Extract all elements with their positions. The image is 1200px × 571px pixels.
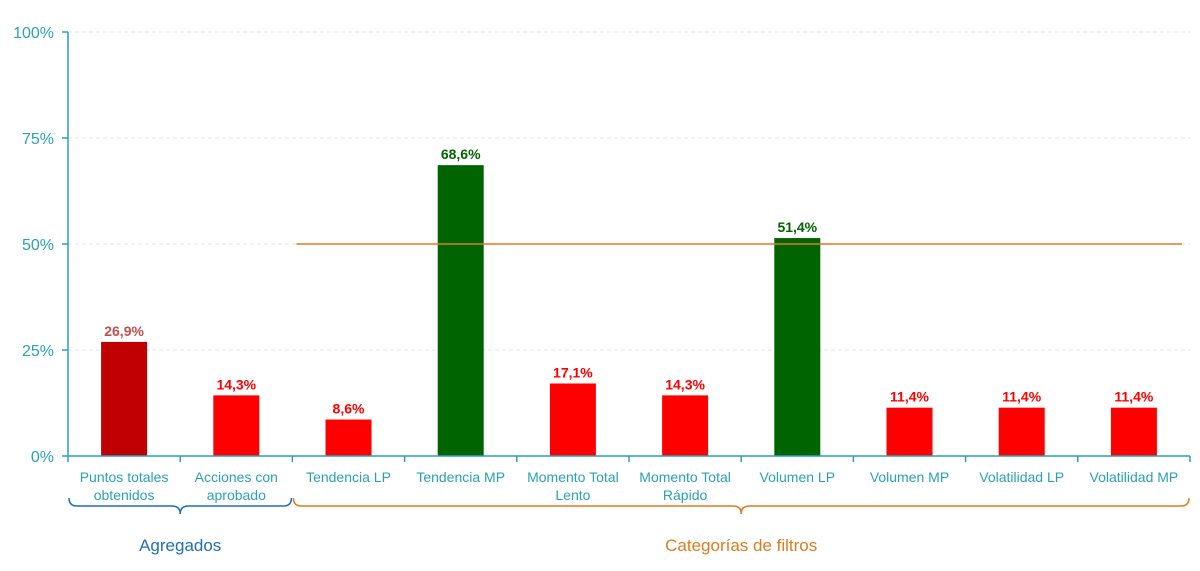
group-brace-1 [292, 497, 1190, 515]
category-label-line: Lento [555, 487, 590, 503]
y-tick-label: 75% [22, 131, 54, 148]
category-label-9: Volatilidad MP [1090, 469, 1179, 485]
category-label-line: Tendencia LP [306, 469, 391, 485]
value-label-7: 11,4% [890, 389, 929, 405]
category-label-1: Acciones con aprobado [195, 469, 278, 503]
category-label-0: Puntos totales obtenidos [80, 469, 169, 503]
group-label-0: Agregados [139, 536, 221, 555]
bar-9 [1110, 407, 1157, 456]
category-label-2: Tendencia LP [306, 469, 391, 485]
category-label-line: Momento Total [639, 469, 731, 485]
category-label-5: Momento Total Rápido [639, 469, 731, 503]
bar-3 [437, 165, 484, 457]
category-label-4: Momento Total Lento [527, 469, 619, 503]
bar-2 [325, 419, 372, 456]
category-label-line: Volatilidad MP [1090, 469, 1179, 485]
y-axis: 0% 25% 50% 75% 100% [13, 25, 69, 466]
category-label-line: Volatilidad LP [979, 469, 1064, 485]
category-label-line: Volumen LP [760, 469, 836, 485]
value-label-4: 17,1% [553, 364, 593, 380]
group-brace-0 [68, 497, 293, 515]
category-label-3: Tendencia MP [416, 469, 505, 485]
value-label-2: 8,6% [333, 401, 365, 417]
gridlines [68, 31, 1190, 351]
y-tick-label: 25% [22, 343, 54, 360]
value-label-6: 51,4% [777, 219, 817, 235]
y-tick-label: 0% [31, 449, 54, 466]
category-label-6: Volumen LP [760, 469, 836, 485]
category-groups: Agregados Categorías de filtros [68, 497, 1190, 555]
bars [101, 165, 1157, 457]
value-label-1: 14,3% [216, 376, 256, 392]
bar-7 [886, 407, 933, 456]
category-label-line: Volumen MP [870, 469, 949, 485]
bar-1 [213, 395, 260, 456]
value-label-5: 14,3% [665, 376, 705, 392]
category-label-7: Volumen MP [870, 469, 949, 485]
bar-8 [998, 407, 1045, 456]
value-label-0: 26,9% [104, 323, 144, 339]
category-label-line: Rápido [663, 487, 708, 503]
bar-4 [549, 383, 596, 456]
value-label-9: 11,4% [1114, 389, 1153, 405]
group-label-1: Categorías de filtros [665, 536, 817, 555]
category-label-8: Volatilidad LP [979, 469, 1064, 485]
value-label-3: 68,6% [441, 146, 481, 162]
category-label-line: Puntos totales [80, 469, 169, 485]
category-label-line: Acciones con [195, 469, 278, 485]
category-label-line: obtenidos [94, 487, 155, 503]
value-labels: 26,9% 14,3% 8,6% 68,6% 17,1% 14,3% 51,4% 11,4% 1… [104, 146, 1154, 416]
category-label-line: Tendencia MP [416, 469, 505, 485]
category-label-line: aprobado [207, 487, 266, 503]
value-label-8: 11,4% [1002, 389, 1041, 405]
bar-6 [774, 238, 821, 456]
bar-5 [662, 395, 709, 456]
category-label-line: Momento Total [527, 469, 619, 485]
bar-0 [101, 341, 148, 456]
y-tick-label: 100% [13, 25, 54, 42]
y-tick-label: 50% [22, 237, 54, 254]
x-axis: Puntos totales obtenidos Acciones con aprob… [67, 455, 1191, 503]
